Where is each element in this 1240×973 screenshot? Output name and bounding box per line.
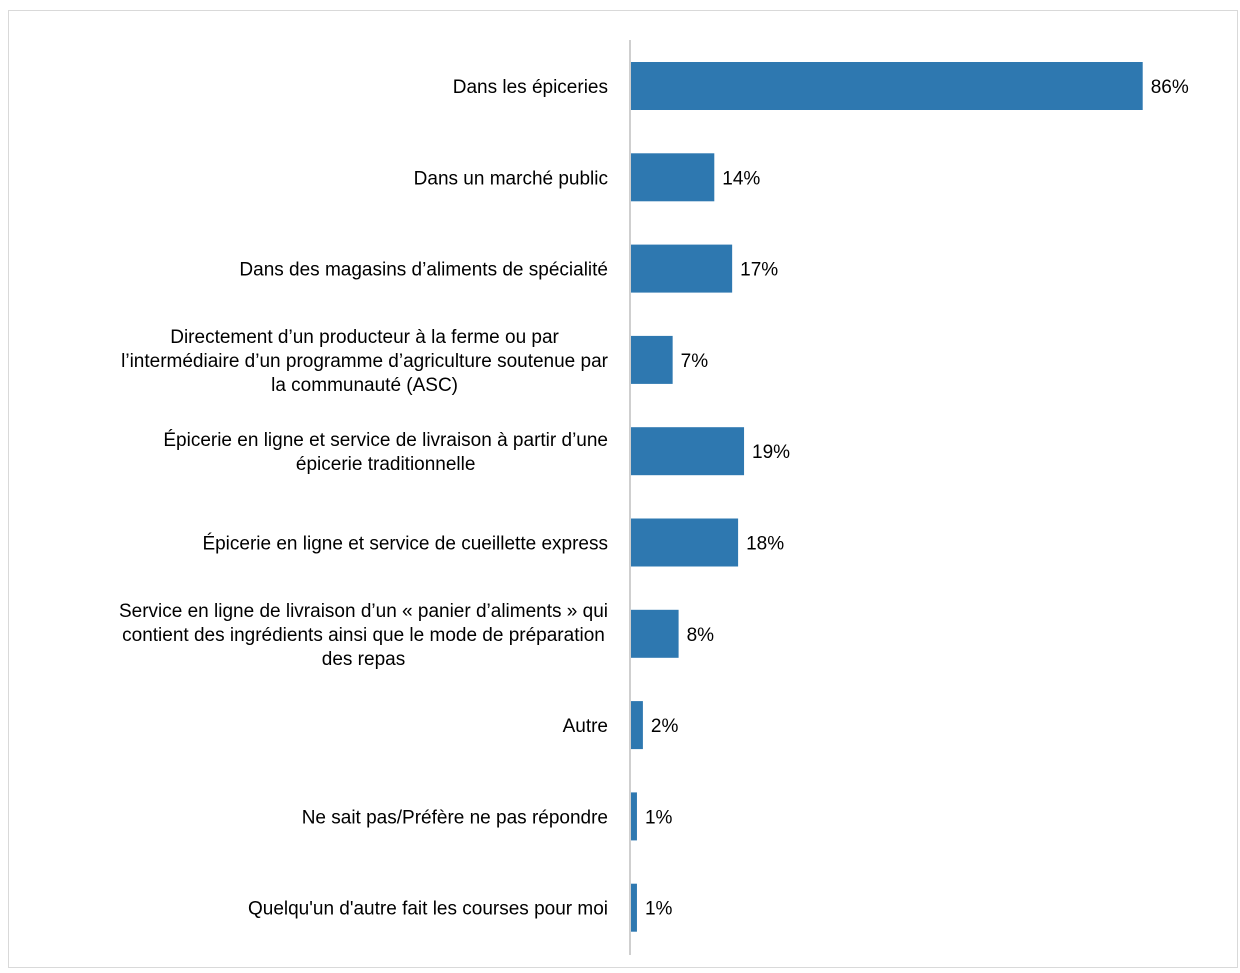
category-label-line: des repas (322, 649, 405, 670)
category-label-line: la communauté (ASC) (271, 375, 458, 396)
data-label-1: 14% (722, 168, 760, 189)
data-label-7: 2% (651, 716, 679, 737)
data-label-0: 86% (1151, 77, 1189, 98)
bar-2 (631, 244, 733, 293)
data-label-8: 1% (645, 807, 673, 828)
bar-5 (631, 518, 739, 567)
bar-8 (631, 792, 637, 841)
category-label-line: Dans un marché public (414, 168, 608, 189)
category-label-1: Dans un marché public (414, 168, 608, 189)
category-label-5: Épicerie en ligne et service de cueillet… (202, 534, 608, 555)
category-label-line: Dans les épiceries (453, 77, 608, 98)
category-label-6: Service en ligne de livraison d’un « pan… (119, 601, 608, 670)
bar-0 (631, 62, 1143, 110)
category-label-4: Épicerie en ligne et service de livraiso… (163, 430, 608, 475)
data-label-3: 7% (681, 351, 709, 372)
category-label-7: Autre (563, 716, 608, 737)
category-label-line: Ne sait pas/Préfère ne pas répondre (302, 807, 608, 828)
category-label-line: épicerie traditionnelle (296, 454, 476, 475)
category-label-9: Quelqu'un d'autre fait les courses pour … (248, 899, 608, 920)
data-label-6: 8% (687, 625, 715, 646)
bar-6 (631, 609, 679, 658)
category-label-line: contient des ingrédients ainsi que le mo… (122, 625, 605, 646)
category-label-line: Épicerie en ligne et service de cueillet… (202, 534, 608, 555)
category-label-0: Dans les épiceries (453, 77, 608, 98)
category-label-2: Dans des magasins d’aliments de spéciali… (239, 260, 608, 281)
data-label-2: 17% (740, 260, 778, 281)
category-label-line: Quelqu'un d'autre fait les courses pour … (248, 899, 608, 920)
bar-4 (631, 427, 745, 476)
data-label-5: 18% (746, 534, 784, 555)
category-label-line: Directement d’un producteur à la ferme o… (170, 327, 559, 348)
category-label-line: Autre (563, 716, 608, 737)
bar-3 (631, 335, 673, 384)
bar-1 (631, 153, 715, 202)
category-label-line: Service en ligne de livraison d’un « pan… (119, 601, 608, 622)
category-label-line: l’intermédiaire d’un programme d’agricul… (121, 351, 609, 372)
data-label-9: 1% (645, 899, 673, 920)
data-label-4: 19% (752, 442, 790, 463)
bar-7 (631, 701, 643, 750)
category-label-3: Directement d’un producteur à la ferme o… (121, 327, 609, 396)
bar-9 (631, 883, 637, 932)
category-label-line: Dans des magasins d’aliments de spéciali… (239, 260, 608, 281)
chart-frame (8, 10, 1238, 968)
category-label-8: Ne sait pas/Préfère ne pas répondre (302, 807, 608, 828)
category-label-line: Épicerie en ligne et service de livraiso… (163, 430, 608, 451)
